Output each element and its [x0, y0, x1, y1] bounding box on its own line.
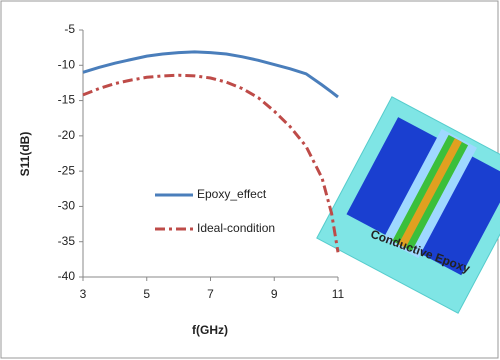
x-tick-label: 5: [143, 287, 150, 301]
chart: S11(dB) f(GHz) Conductive Epoxy -5-10-15…: [0, 0, 500, 360]
y-tick-label: -20: [58, 128, 76, 142]
legend-label: Ideal-condition: [197, 221, 275, 235]
y-tick-label: -10: [58, 57, 76, 71]
y-tick-label: -40: [58, 269, 76, 283]
legend-label: Epoxy_effect: [197, 187, 267, 201]
y-tick-label: -5: [64, 22, 75, 36]
x-tick-label: 7: [207, 287, 214, 301]
x-tick-label: 9: [271, 287, 278, 301]
x-tick-label: 11: [332, 287, 345, 301]
y-tick-label: -15: [58, 93, 76, 107]
y-axis-title: S11(dB): [18, 132, 32, 177]
y-tick-label: -25: [58, 163, 76, 177]
y-tick-label: -30: [58, 199, 76, 213]
y-tick-label: -35: [58, 234, 76, 248]
x-axis-title: f(GHz): [192, 323, 228, 337]
x-tick-label: 3: [80, 287, 87, 301]
